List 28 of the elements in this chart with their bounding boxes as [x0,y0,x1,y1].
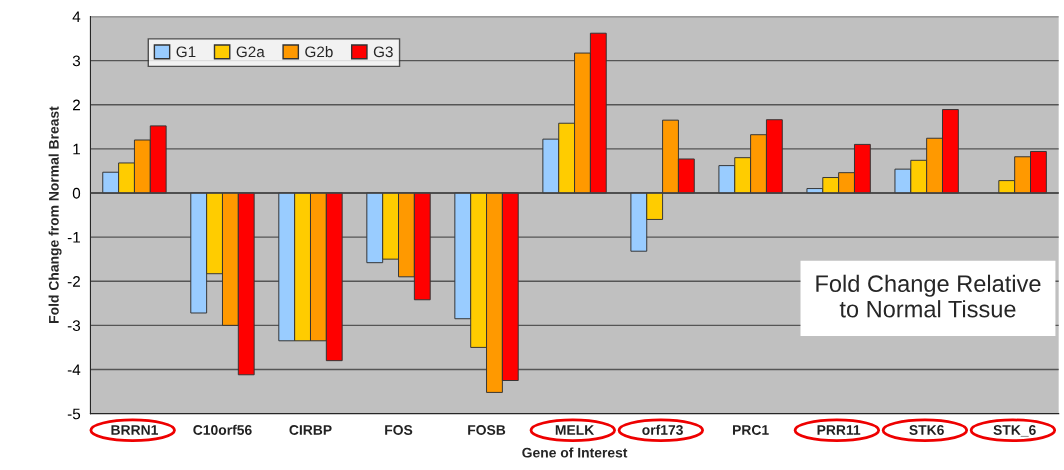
y-tick-label: -3 [67,320,81,332]
legend-label: G3 [373,46,393,58]
y-tick-label: 3 [72,55,81,67]
x-tick-label: orf173 [642,424,683,435]
x-tick-label: STK_6 [993,425,1036,437]
legend-label: G2a [236,46,265,58]
x-tick-label: PRC1 [733,425,769,435]
x-axis-title: Gene of Interest [522,447,628,458]
x-tick-label: FOSB [468,425,506,435]
x-tick-label: CIRBP [289,425,332,435]
y-tick-label: 2 [72,99,80,111]
x-tick-label: BRRN1 [111,425,158,435]
annotation: Fold Change Relative to Normal Tissue [816,274,1041,318]
x-tick-label: FOS [385,425,413,435]
y-tick-label: -2 [67,276,80,287]
y-tick-label: 0 [72,187,81,199]
legend-label: G1 [176,46,196,58]
x-tick-label: MELK [555,425,595,435]
y-tick-label: -1 [67,232,80,243]
y-tick-label: -5 [67,408,81,420]
y-axis-title: Fold Change from Normal Breast [48,106,62,323]
x-tick-label: C10orf56 [193,424,252,435]
x-tick-label: STK6 [909,425,944,435]
y-tick-label: -4 [67,364,81,376]
y-tick-label: 1 [73,143,80,155]
x-tick-label: PRR11 [817,425,861,435]
legend-label: G2b [305,46,333,58]
y-tick-label: 4 [72,11,81,22]
